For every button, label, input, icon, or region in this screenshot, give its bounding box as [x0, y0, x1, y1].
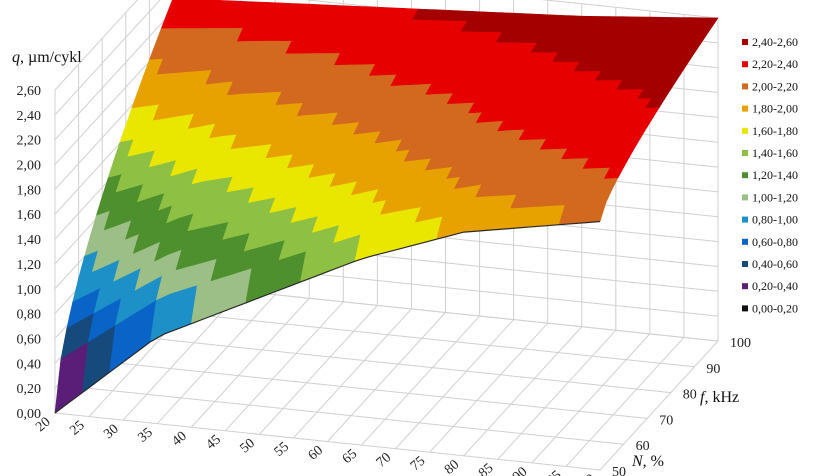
y-axis-title: f, kHz [700, 389, 739, 406]
x-tick-label: 35 [135, 425, 155, 445]
legend-label: 0,80-1,00 [752, 213, 798, 227]
floor-gridline [531, 333, 651, 464]
x-tick-label: 40 [169, 429, 189, 449]
legend-swatch [742, 150, 748, 156]
z-tick-label: 1,80 [17, 183, 42, 198]
x-tick-label: 85 [476, 461, 496, 476]
x-tick-label: 70 [374, 450, 394, 470]
legend-label: 1,40-1,60 [752, 146, 798, 160]
legend-swatch [742, 283, 748, 290]
legend-swatch [742, 172, 748, 179]
legend-label: 2,40-2,60 [752, 35, 798, 49]
z-tick-label: 0,60 [17, 332, 42, 347]
x-tick-label: 45 [204, 432, 224, 452]
legend-label: 0,60-0,80 [752, 235, 798, 249]
floor-gridline [125, 335, 671, 394]
floor-gridline [599, 340, 719, 471]
floor-gridline [395, 319, 514, 449]
z-tick-label: 2,40 [17, 109, 42, 124]
legend-label: 2,20-2,40 [752, 57, 798, 71]
legend-swatch [742, 261, 748, 267]
x-axis-title: N, % [631, 453, 664, 470]
legend-label: 2,00-2,20 [752, 79, 798, 93]
floor-gridline [78, 386, 624, 445]
x-tick-label: 75 [408, 454, 428, 474]
legend: 2,40-2,60 2,20-2,40 2,00-2,20 1,80-2,00 1,60… [742, 35, 798, 315]
surface-front-edge [54, 220, 601, 414]
floor-gridline [463, 326, 583, 457]
y-tick-label: 60 [636, 439, 650, 454]
y-tick-label: 100 [730, 336, 751, 351]
x-tick-label: 25 [67, 418, 87, 438]
floor-gridline [102, 360, 648, 419]
legend-label: 0,20-0,40 [752, 279, 798, 293]
z-tick-label: 0,80 [17, 308, 42, 323]
x-tick-label: 100 [573, 472, 599, 476]
legend-swatch [742, 105, 748, 112]
floor-gridline [149, 309, 695, 368]
surface [54, 0, 719, 414]
z-tick-label: 2,20 [17, 134, 42, 149]
legend-label: 0,00-0,20 [752, 301, 798, 315]
legend-swatch [742, 194, 748, 201]
floor-gridline [224, 301, 344, 432]
legend-swatch [742, 83, 748, 90]
x-tick-label: 90 [510, 464, 530, 476]
y-tick-label: 90 [706, 362, 720, 377]
z-axis-title: q, µm/cykl [12, 49, 82, 66]
z-tick-label: 2,00 [17, 159, 42, 174]
z-tick-label: 1,00 [17, 283, 42, 298]
x-tick-labels: 20253035404550556065707580859095100 [33, 415, 598, 476]
floor-gridline [327, 312, 446, 442]
wall-gridline [54, 10, 174, 141]
y-tick-label: 70 [659, 413, 673, 428]
z-tick-labels: 0,00 0,20 0,40 0,60 0,80 1,00 1,20 1,40 1,60 1,80… [17, 84, 42, 422]
z-tick-label: 0,20 [17, 382, 42, 397]
z-tick-label: 1,40 [17, 233, 42, 248]
legend-swatch [742, 61, 748, 68]
legend-label: 1,20-1,40 [752, 168, 798, 182]
z-tick-label: 2,60 [17, 84, 42, 99]
z-tick-label: 1,60 [17, 208, 42, 223]
x-tick-label: 65 [340, 447, 360, 467]
legend-swatch [742, 305, 748, 312]
legend-swatch [742, 216, 748, 223]
floor-gridline [156, 294, 276, 425]
floor-gridline [259, 305, 378, 435]
z-tick-label: 1,20 [17, 258, 42, 273]
legend-label: 0,40-0,60 [752, 257, 798, 271]
z-tick-label: 0,40 [17, 357, 42, 372]
legend-swatch [742, 39, 748, 45]
floor-gridline [429, 322, 549, 453]
floor-gridline [361, 315, 480, 446]
z-tick-label: 0,00 [17, 407, 42, 422]
legend-label: 1,60-1,80 [752, 124, 798, 138]
x-tick-label: 50 [238, 436, 258, 456]
floor-gridline [497, 329, 617, 460]
legend-swatch [742, 238, 748, 245]
floor-gridline [54, 412, 601, 471]
y-tick-labels: 50 60 70 80 90 100 [612, 336, 751, 476]
legend-label: 1,00-1,20 [752, 190, 798, 204]
wall-gridline [54, 0, 161, 116]
wall-gridline [541, 0, 719, 19]
y-tick-label: 80 [683, 388, 697, 403]
x-tick-label: 95 [544, 468, 564, 476]
floor-gridline [190, 297, 310, 428]
legend-swatch [742, 127, 748, 134]
x-tick-label: 80 [442, 457, 462, 476]
wall-gridline [54, 0, 139, 91]
x-tick-label: 60 [306, 443, 326, 463]
x-tick-label: 55 [272, 440, 292, 460]
legend-label: 1,80-2,00 [752, 102, 798, 116]
floor-gridline [293, 308, 412, 439]
floor-gridline [565, 337, 685, 467]
y-tick-label: 50 [612, 465, 626, 476]
x-tick-label: 30 [101, 422, 121, 442]
